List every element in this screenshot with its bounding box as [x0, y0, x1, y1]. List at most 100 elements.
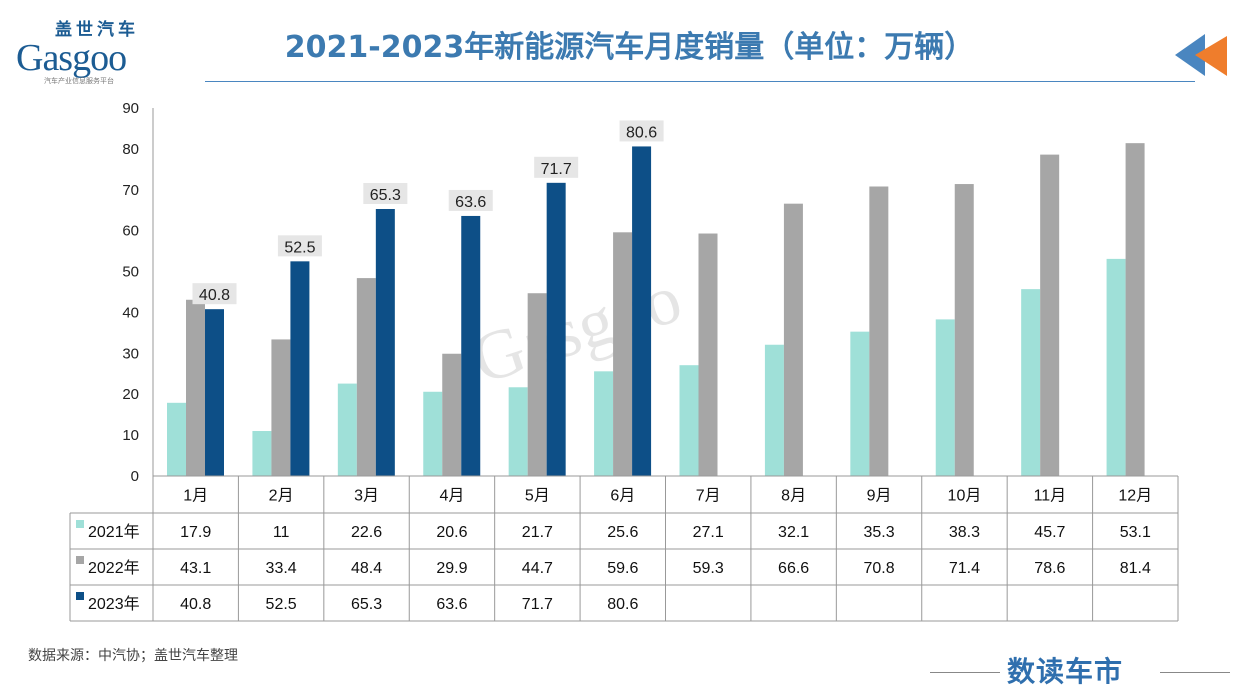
table-cell: 17.9: [180, 524, 211, 541]
title-divider: [205, 81, 1195, 82]
x-tick-label: 2月: [269, 488, 294, 505]
bar-2021年-12月: [1106, 258, 1126, 476]
bar-2023年-1月: [205, 309, 224, 476]
data-label: 63.6: [455, 194, 486, 211]
data-label-bg: [448, 189, 493, 211]
data-label: 80.6: [626, 124, 657, 141]
table-cell: 66.6: [778, 560, 809, 577]
y-tick-label: 60: [122, 223, 139, 240]
y-tick-label: 20: [122, 386, 139, 403]
chart-title: 2021-2023年新能源汽车月度销量（单位：万辆）: [284, 30, 975, 65]
bar-2021年-2月: [252, 431, 272, 476]
table-cell: 38.3: [949, 524, 980, 541]
table-cell: 11: [273, 524, 290, 541]
table-cell: 40.8: [180, 596, 211, 613]
legend-swatch-2023年: [76, 592, 84, 600]
table-cell: 59.6: [607, 560, 638, 577]
x-tick-label: 1月: [183, 488, 208, 505]
bar-2023年-3月: [375, 208, 395, 477]
bar-2021年-11月: [1021, 289, 1041, 476]
x-tick-label: 4月: [440, 488, 465, 505]
source-note: 数据来源：中汽协；盖世汽车整理: [28, 648, 238, 664]
logo-subtitle: 汽车产业信息服务平台: [44, 78, 114, 85]
brand-divider-right: [1160, 672, 1230, 673]
bar-2022年-1月: [186, 299, 205, 476]
table-cell: 45.7: [1034, 524, 1065, 541]
table-cell: 20.6: [436, 524, 467, 541]
y-tick-label: 70: [122, 182, 139, 199]
x-tick-label: 11月: [1034, 488, 1067, 505]
table-cell: 25.6: [607, 524, 638, 541]
legend-swatch-2021年: [76, 520, 84, 528]
bar-2021年-6月: [594, 371, 614, 476]
data-label: 65.3: [370, 187, 401, 204]
bar-2022年-2月: [271, 339, 291, 476]
table-cell: 70.8: [863, 560, 894, 577]
bar-2023年-2月: [290, 261, 310, 476]
legend-label: 2022年: [88, 559, 140, 577]
y-tick-label: 40: [122, 304, 139, 321]
table-cell: 32.1: [778, 524, 809, 541]
bar-2023年-6月: [632, 146, 652, 477]
brand-logo: 数读车市: [1007, 655, 1124, 688]
table-cell: 27.1: [693, 524, 724, 541]
table-cell: 80.6: [607, 596, 638, 613]
table-cell: 29.9: [436, 560, 467, 577]
table-cell: 35.3: [863, 524, 894, 541]
bar-2022年-12月: [1125, 143, 1145, 477]
bar-2023年-5月: [546, 182, 566, 476]
logo-cn: 盖世汽车: [55, 20, 139, 40]
table-cell: 59.3: [693, 560, 724, 577]
table-cell: 65.3: [351, 596, 382, 613]
x-tick-label: 5月: [525, 488, 550, 505]
legend-swatch-2022年: [76, 556, 84, 564]
bar-2021年-8月: [764, 344, 784, 476]
y-tick-label: 0: [131, 468, 139, 485]
bar-2021年-1月: [167, 402, 186, 476]
bar-2022年-8月: [783, 203, 803, 476]
data-label: 71.7: [541, 161, 572, 178]
x-tick-label: 3月: [354, 488, 379, 505]
y-tick-label: 80: [122, 141, 139, 158]
data-label: 52.5: [284, 239, 315, 256]
bar-2022年-11月: [1040, 154, 1060, 476]
table-cell: 52.5: [266, 596, 297, 613]
x-tick-label: 12月: [1118, 488, 1152, 505]
bar-2021年-9月: [850, 331, 870, 476]
table-cell: 48.4: [351, 560, 382, 577]
x-tick-label: 8月: [781, 488, 806, 505]
bar-2021年-7月: [679, 365, 699, 476]
y-tick-label: 30: [122, 345, 139, 362]
table-cell: 21.7: [522, 524, 553, 541]
table-cell: 71.7: [522, 596, 553, 613]
bar-2022年-6月: [613, 232, 633, 476]
bar-2022年-10月: [954, 184, 974, 476]
legend-label: 2021年: [88, 523, 140, 541]
x-tick-label: 10月: [948, 488, 982, 505]
bar-2023年-4月: [461, 215, 481, 477]
data-label-bg: [192, 283, 237, 305]
table-cell: 78.6: [1034, 560, 1065, 577]
bar-2021年-4月: [423, 391, 443, 476]
table-cell: 53.1: [1120, 524, 1151, 541]
bar-2022年-7月: [698, 233, 718, 476]
y-tick-label: 90: [122, 100, 139, 117]
table-cell: 71.4: [949, 560, 980, 577]
table-cell: 22.6: [351, 524, 382, 541]
logo-en: Gasgoo: [16, 37, 127, 79]
table-cell: 63.6: [436, 596, 467, 613]
data-label-bg: [363, 182, 408, 204]
x-tick-label: 9月: [867, 488, 892, 505]
x-tick-label: 6月: [610, 488, 635, 505]
y-tick-label: 10: [122, 427, 139, 444]
data-label-bg: [534, 156, 579, 178]
table-cell: 44.7: [522, 560, 553, 577]
y-tick-label: 50: [122, 264, 139, 281]
brand-divider-left: [930, 672, 1000, 673]
bar-2022年-4月: [442, 353, 462, 476]
bar-2021年-3月: [337, 383, 357, 476]
bar-2022年-5月: [527, 293, 547, 476]
x-tick-label: 7月: [696, 488, 721, 505]
